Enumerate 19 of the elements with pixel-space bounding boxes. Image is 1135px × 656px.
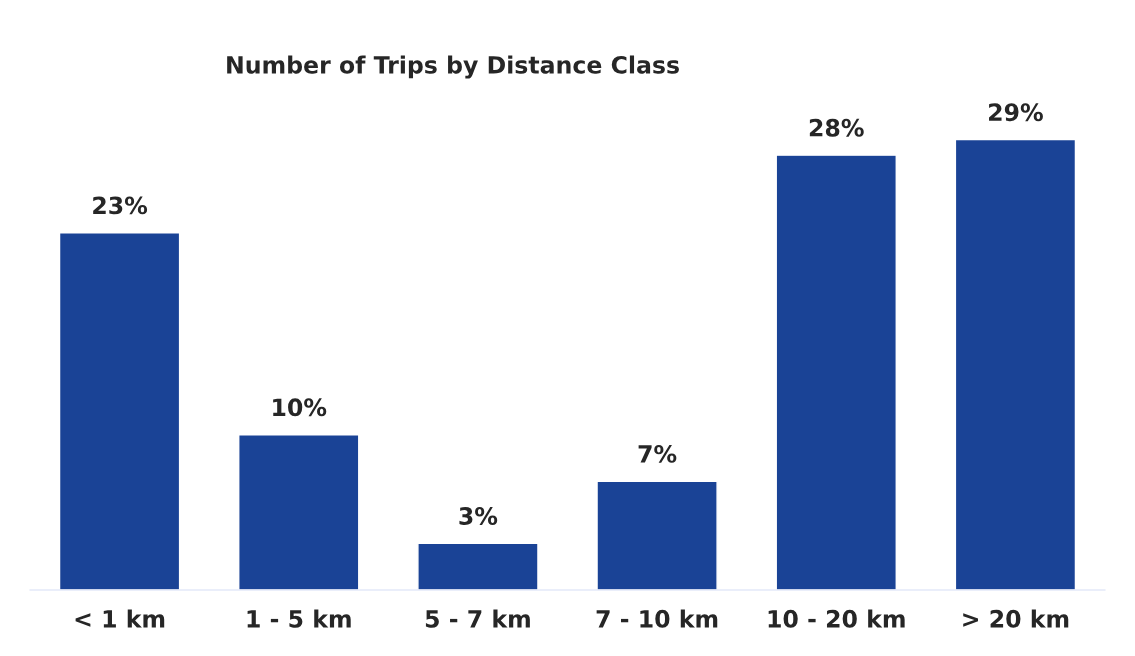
data-label: 28% — [809, 118, 864, 137]
bar — [775, 154, 897, 590]
data-label: 3% — [459, 507, 498, 525]
bar — [238, 434, 360, 590]
data-label: 23% — [93, 196, 148, 215]
bar — [596, 480, 718, 590]
x-tick-label: 10 - 20 km — [768, 609, 905, 628]
x-tick-label: < 1 km — [75, 609, 165, 628]
bar — [954, 138, 1077, 590]
x-tick-label: 1 - 5 km — [247, 609, 351, 628]
data-label: 10% — [273, 398, 327, 417]
chart-title: Number of Trips by Distance Class — [227, 55, 679, 79]
bar — [58, 232, 181, 590]
x-tick-label: 5 - 7 km — [425, 609, 530, 628]
data-label: 7% — [638, 444, 677, 463]
data-label: 29% — [989, 103, 1043, 122]
x-tick-label: 7 - 10 km — [596, 609, 718, 628]
x-tick-label: > 20 km — [963, 609, 1069, 628]
bar — [417, 542, 539, 590]
